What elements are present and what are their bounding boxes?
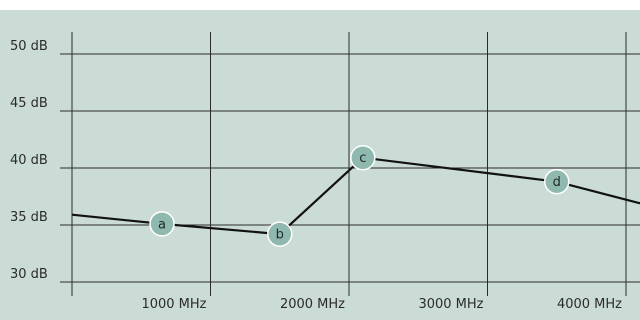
y-tick-label: 50 dB — [10, 39, 48, 54]
x-tick-label: 3000 MHz — [418, 297, 483, 312]
x-tick-label: 2000 MHz — [280, 297, 345, 312]
plot-background — [0, 10, 640, 320]
marker-b: b — [267, 221, 293, 247]
axis-tick-labels: 30 dB 35 dB 40 dB 45 dB 50 dB 1000 MHz 2000 MH… — [10, 39, 622, 312]
series-line — [71, 156, 640, 236]
marker-label: d — [553, 175, 561, 190]
marker-label: b — [276, 228, 284, 243]
marker-circle — [149, 211, 175, 237]
series-lines — [71, 156, 640, 236]
marker-label: a — [158, 217, 166, 232]
x-tick-label: 1000 MHz — [141, 297, 206, 312]
marker-label: c — [359, 151, 366, 166]
y-tick-label: 40 dB — [10, 153, 48, 168]
marker-circle — [350, 144, 376, 171]
marker-a: a — [149, 211, 175, 237]
y-tick-label: 45 dB — [10, 96, 48, 111]
marker-c: c — [350, 144, 376, 171]
y-tick-label: 35 dB — [10, 210, 48, 225]
marker-circle — [267, 221, 293, 247]
point-markers: a b c d — [149, 144, 570, 247]
marker-d: d — [544, 168, 570, 195]
x-tick-label: 4000 MHz — [557, 297, 622, 312]
y-tick-label: 30 dB — [10, 267, 48, 282]
marker-circle — [544, 168, 570, 195]
